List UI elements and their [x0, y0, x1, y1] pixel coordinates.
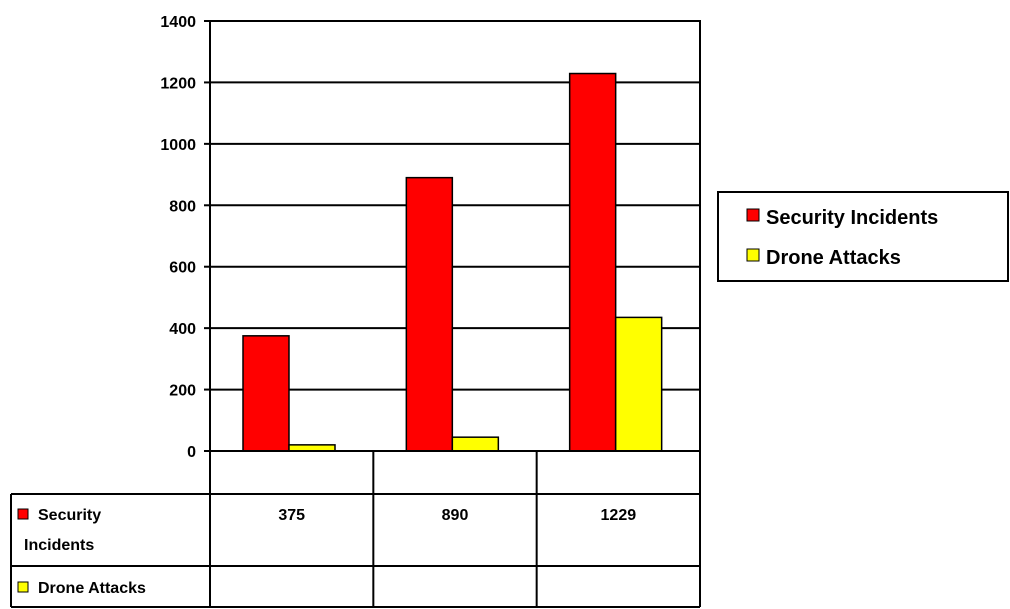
bar-security-incidents [405, 176, 454, 452]
table-cell-value: 890 [442, 507, 469, 524]
y-tick-label: 600 [169, 260, 196, 277]
y-tick-label: 800 [169, 198, 196, 215]
legend-swatch-security-incidents [746, 208, 760, 222]
legend-swatch-drone-attacks [746, 248, 760, 262]
y-tick-label: 1200 [160, 75, 196, 92]
gridlines [210, 20, 700, 452]
bar-security-incidents [568, 72, 617, 452]
table-cell-value: 1229 [601, 507, 637, 524]
table-swatch-drone-attacks [17, 581, 29, 593]
y-tick-label: 400 [169, 321, 196, 338]
y-tick-label: 0 [187, 444, 196, 461]
legend-box [717, 191, 1009, 282]
table-row-label: Security [38, 507, 101, 524]
data-table: Security Incidents 375 890 1229 Drone Attacks [10, 451, 701, 608]
plot-border [209, 20, 701, 452]
y-tick-label: 200 [169, 383, 196, 400]
table-row-label: Incidents [24, 537, 94, 554]
y-tick-label: 1400 [160, 14, 196, 31]
table-cell-value: 375 [278, 507, 305, 524]
plot-frame [209, 20, 701, 452]
bar-drone-attacks [451, 436, 500, 452]
bar-security-incidents [242, 335, 290, 452]
table-row-label: Drone Attacks [38, 580, 146, 597]
y-tick-label: 1000 [160, 137, 196, 154]
bars [242, 72, 663, 452]
table-swatch-security-incidents [17, 508, 29, 520]
bar-drone-attacks [614, 316, 663, 452]
legend-label-drone-attacks: Drone Attacks [766, 247, 901, 269]
y-axis-ticks: 0 200 400 600 800 1000 1200 1400 [160, 14, 210, 461]
legend: Security Incidents Drone Attacks [717, 191, 1009, 282]
legend-label-security-incidents: Security Incidents [766, 207, 938, 229]
